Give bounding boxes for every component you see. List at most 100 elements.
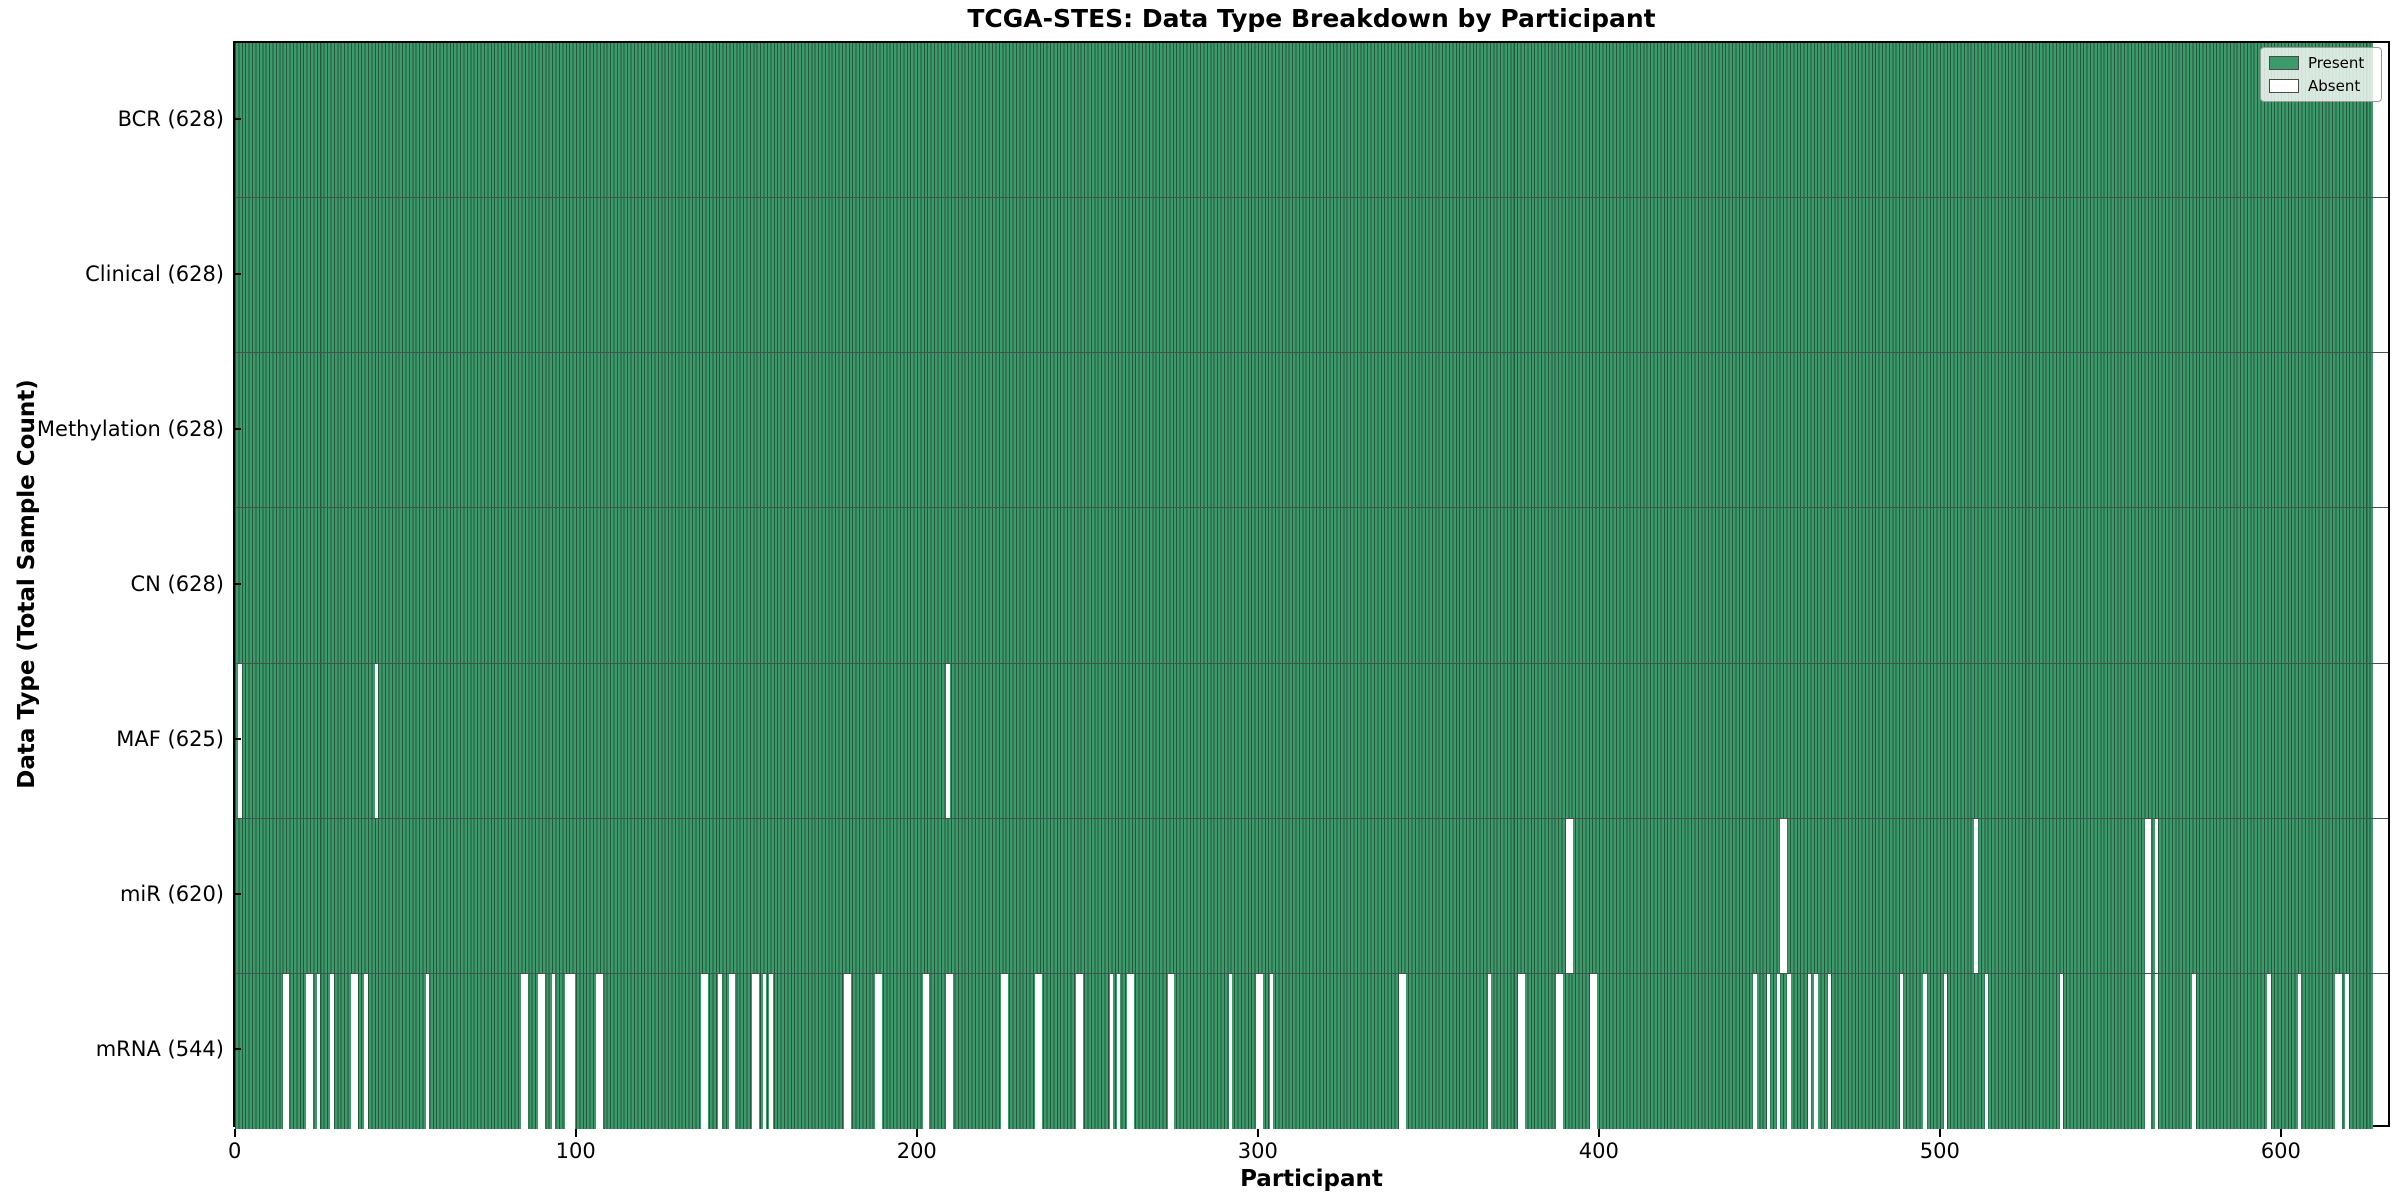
xtick-mark: [1256, 1129, 1259, 1137]
ytick-mark: [233, 1048, 241, 1051]
absent-gap: [1399, 973, 1406, 1129]
present-bars-bcr: [235, 43, 2373, 198]
absent-gap: [844, 973, 852, 1129]
xtick-label-200: 200: [896, 1139, 937, 1163]
absent-gap: [2059, 973, 2063, 1129]
absent-gap: [1943, 973, 1948, 1129]
ytick-mark: [233, 272, 241, 275]
present-bars-mrna: [235, 973, 2373, 1129]
ytick-label-maf: MAF (625): [116, 727, 224, 752]
absent-gap: [1228, 973, 1233, 1129]
present-bars-clinical: [235, 198, 2373, 353]
absent-gap: [2267, 973, 2271, 1129]
ytick-label-clinical: Clinical (628): [85, 261, 224, 286]
absent-gap: [330, 973, 334, 1129]
absent-gap: [595, 973, 603, 1129]
absent-swatch-icon: [2269, 79, 2299, 93]
absent-gap: [718, 973, 722, 1129]
absent-gap: [1984, 973, 1988, 1129]
row-mrna: [235, 973, 2388, 1129]
absent-gap: [1923, 973, 1927, 1129]
ytick-label-mir: miR (620): [119, 882, 224, 907]
legend-label-present: Present: [2308, 54, 2365, 72]
absent-gap: [1828, 973, 1832, 1129]
x-axis-label: Participant: [1240, 1166, 1383, 1192]
xtick-mark: [1597, 1129, 1600, 1137]
present-swatch-icon: [2269, 56, 2299, 70]
ytick-label-cn: CN (628): [130, 572, 224, 596]
absent-gap: [2192, 973, 2196, 1129]
present-bars-mir: [235, 818, 2373, 973]
present-bars-cn: [235, 508, 2373, 663]
legend: Present Absent: [2260, 47, 2382, 102]
absent-gap: [874, 973, 882, 1129]
ytick-mark: [233, 583, 241, 585]
absent-gap: [2297, 973, 2302, 1129]
ytick-mark: [233, 893, 241, 896]
absent-gap: [1766, 973, 1771, 1129]
absent-gap: [1126, 973, 1134, 1129]
absent-gap: [1555, 973, 1563, 1129]
absent-gap: [2154, 973, 2159, 1129]
present-bars-methylation: [235, 353, 2373, 508]
absent-gap: [1269, 973, 1274, 1129]
xtick-mark: [915, 1129, 918, 1137]
absent-gap: [571, 973, 576, 1129]
legend-entry-present: Present: [2269, 54, 2373, 72]
absent-gap: [350, 973, 358, 1129]
present-bars-maf: [235, 663, 2373, 818]
xtick-label-100: 100: [555, 1139, 596, 1163]
chart-title: TCGA-STES: Data Type Breakdown by Partic…: [967, 4, 1656, 33]
absent-gap: [316, 973, 321, 1129]
xtick-label-600: 600: [2260, 1139, 2301, 1163]
absent-gap: [238, 663, 242, 818]
legend-label-absent: Absent: [2308, 77, 2361, 95]
xtick-mark: [2279, 1129, 2282, 1137]
xtick-label-0: 0: [228, 1139, 242, 1163]
absent-gap: [520, 973, 528, 1129]
absent-gap: [2144, 818, 2152, 973]
absent-gap: [1787, 973, 1791, 1129]
ytick-label-methylation: Methylation (628): [36, 416, 224, 441]
absent-gap: [425, 973, 429, 1129]
xtick-label-300: 300: [1237, 1139, 1278, 1163]
absent-gap: [946, 973, 954, 1129]
absent-gap: [769, 973, 773, 1129]
absent-gap: [1167, 973, 1175, 1129]
absent-gap: [537, 973, 545, 1129]
absent-gap: [1776, 973, 1781, 1129]
absent-gap: [1034, 973, 1042, 1129]
ytick-mark: [233, 738, 241, 741]
absent-gap: [1807, 973, 1811, 1129]
absent-gap: [1814, 973, 1818, 1129]
ytick-mark: [233, 427, 241, 430]
xtick-mark: [1938, 1129, 1941, 1137]
rows-container: [235, 43, 2388, 1129]
xtick-label-500: 500: [1919, 1139, 1960, 1163]
absent-gap: [752, 973, 760, 1129]
ytick-mark: [233, 117, 241, 120]
absent-gap: [282, 973, 290, 1129]
absent-gap: [1109, 973, 1114, 1129]
absent-gap: [565, 973, 572, 1129]
absent-gap: [364, 973, 368, 1129]
row-bcr: [235, 43, 2388, 199]
absent-gap: [762, 973, 766, 1129]
row-methylation: [235, 353, 2388, 509]
row-maf: [235, 663, 2388, 819]
absent-gap: [1116, 973, 1120, 1129]
absent-gap: [946, 663, 950, 818]
absent-gap: [1518, 973, 1526, 1129]
row-clinical: [235, 198, 2388, 354]
absent-gap: [374, 663, 378, 818]
absent-gap: [1974, 818, 1978, 973]
absent-gap: [1075, 973, 1083, 1129]
absent-gap: [922, 973, 930, 1129]
xtick-mark: [233, 1129, 236, 1137]
absent-gap: [728, 973, 736, 1129]
absent-gap: [2144, 973, 2152, 1129]
absent-gap: [1000, 973, 1008, 1129]
xtick-label-400: 400: [1578, 1139, 1619, 1163]
absent-gap: [2335, 973, 2343, 1129]
